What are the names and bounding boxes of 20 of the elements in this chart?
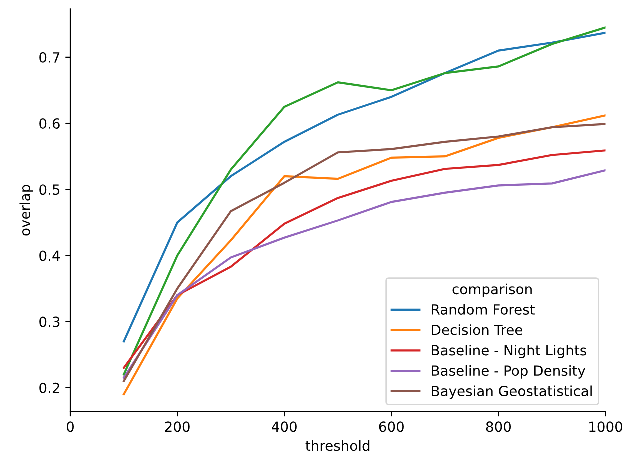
y-tick-label: 0.5	[40, 184, 60, 196]
legend-label: Bayesian Geostatistical	[432, 386, 592, 400]
legend-title: comparison	[452, 284, 532, 298]
y-tick-label: 0.6	[40, 118, 60, 130]
legend-label: Baseline - Night Lights	[432, 344, 586, 358]
x-tick-label: 0	[67, 422, 74, 432]
y-tick-label: 0.7	[40, 52, 60, 63]
x-axis-title: threshold	[306, 440, 370, 452]
x-tick-label: 600	[379, 422, 404, 432]
x-tick-label: 1000	[590, 422, 622, 432]
x-tick-label: 400	[272, 422, 297, 432]
x-tick-label: 200	[165, 422, 190, 432]
legend-label: Decision Tree	[432, 324, 522, 336]
y-tick-label: 0.4	[40, 250, 60, 262]
legend-label: Random Forest	[432, 304, 535, 315]
legend-label: Baseline - Pop Density	[432, 365, 586, 379]
x-tick-label: 800	[486, 422, 512, 432]
y-tick-label: 0.2	[40, 382, 60, 394]
y-tick-label: 0.3	[40, 316, 60, 328]
y-axis-title: overlap	[20, 185, 34, 236]
